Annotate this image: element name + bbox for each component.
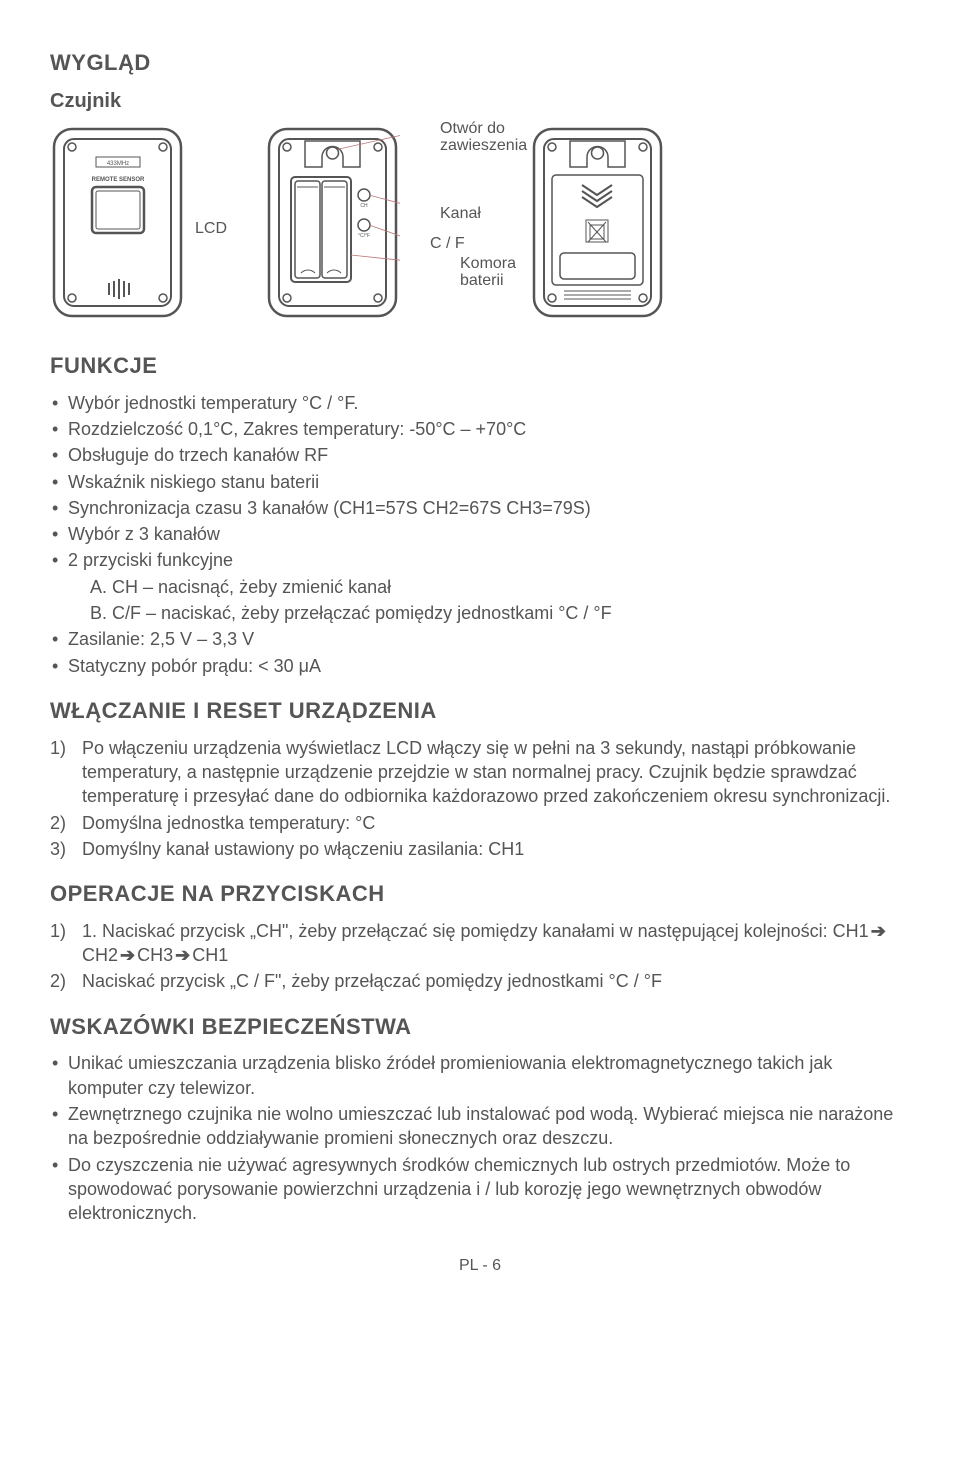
sensor-back-open-view: CH °C/°F Otwór do zawieszenia Kanał C / …	[265, 125, 400, 326]
list-item: Wybór z 3 kanałów	[50, 522, 910, 546]
heading-power-reset: WŁĄCZANIE I RESET URZĄDZENIA	[50, 696, 910, 726]
list-item: Do czyszczenia nie używać agresywnych śr…	[50, 1153, 910, 1226]
list-item: 1) 1. Naciskać przycisk „CH", żeby przeł…	[50, 919, 910, 968]
diagram-label-lcd: LCD	[195, 220, 227, 238]
subheading-sensor: Czujnik	[50, 88, 910, 115]
list-item: Zasilanie: 2,5 V – 3,3 V	[50, 627, 910, 651]
safety-list: Unikać umieszczania urządzenia blisko źr…	[50, 1051, 910, 1225]
remote-sensor-label: REMOTE SENSOR	[92, 177, 145, 183]
sublist-item: B. C/F – naciskać, żeby przełączać pomię…	[90, 601, 910, 625]
heading-appearance: WYGLĄD	[50, 48, 910, 78]
sensor-back-closed-view	[530, 125, 665, 326]
diagram-row: 433MHz REMOTE SENSOR LCD	[50, 125, 910, 326]
arrow-icon: ➔	[871, 919, 886, 943]
list-item: Wskaźnik niskiego stanu baterii	[50, 470, 910, 494]
list-item: Wybór jednostki temperatury °C / °F.	[50, 391, 910, 415]
list-item: Unikać umieszczania urządzenia blisko źr…	[50, 1051, 910, 1100]
diagram-label-battery: Komora baterii	[460, 255, 516, 290]
list-item: Synchronizacja czasu 3 kanałów (CH1=57S …	[50, 496, 910, 520]
heading-functions: FUNKCJE	[50, 351, 910, 381]
diagram-label-channel: Kanał	[440, 205, 481, 223]
list-item: Obsługuje do trzech kanałów RF	[50, 443, 910, 467]
svg-text:°C/°F: °C/°F	[358, 233, 370, 239]
list-item: 2 przyciski funkcyjne A. CH – nacisnąć, …	[50, 548, 910, 625]
power-reset-list: 1)Po włączeniu urządzenia wyświetlacz LC…	[50, 736, 910, 861]
diagram-label-cf: C / F	[430, 235, 465, 253]
arrow-icon: ➔	[175, 943, 190, 967]
functions-list: Wybór jednostki temperatury °C / °F. Roz…	[50, 391, 910, 678]
heading-button-ops: OPERACJE NA PRZYCISKACH	[50, 879, 910, 909]
arrow-icon: ➔	[120, 943, 135, 967]
list-item: Statyczny pobór prądu: < 30 μA	[50, 654, 910, 678]
button-ops-list: 1) 1. Naciskać przycisk „CH", żeby przeł…	[50, 919, 910, 994]
sublist-item: A. CH – nacisnąć, żeby zmienić kanał	[90, 575, 910, 599]
sensor-front-view: 433MHz REMOTE SENSOR LCD	[50, 125, 185, 326]
list-item: 3)Domyślny kanał ustawiony po włączeniu …	[50, 837, 910, 861]
svg-text:CH: CH	[360, 203, 368, 209]
diagram-label-hole: Otwór do zawieszenia	[440, 120, 527, 155]
list-item: Rozdzielczość 0,1°C, Zakres temperatury:…	[50, 417, 910, 441]
list-item: Zewnętrznego czujnika nie wolno umieszcz…	[50, 1102, 910, 1151]
page-number: PL - 6	[50, 1255, 910, 1277]
freq-label: 433MHz	[107, 161, 129, 167]
heading-safety: WSKAZÓWKI BEZPIECZEŃSTWA	[50, 1012, 910, 1042]
list-item: 2)Naciskać przycisk „C / F", żeby przełą…	[50, 969, 910, 993]
list-item: 2)Domyślna jednostka temperatury: °C	[50, 811, 910, 835]
list-item: 1)Po włączeniu urządzenia wyświetlacz LC…	[50, 736, 910, 809]
